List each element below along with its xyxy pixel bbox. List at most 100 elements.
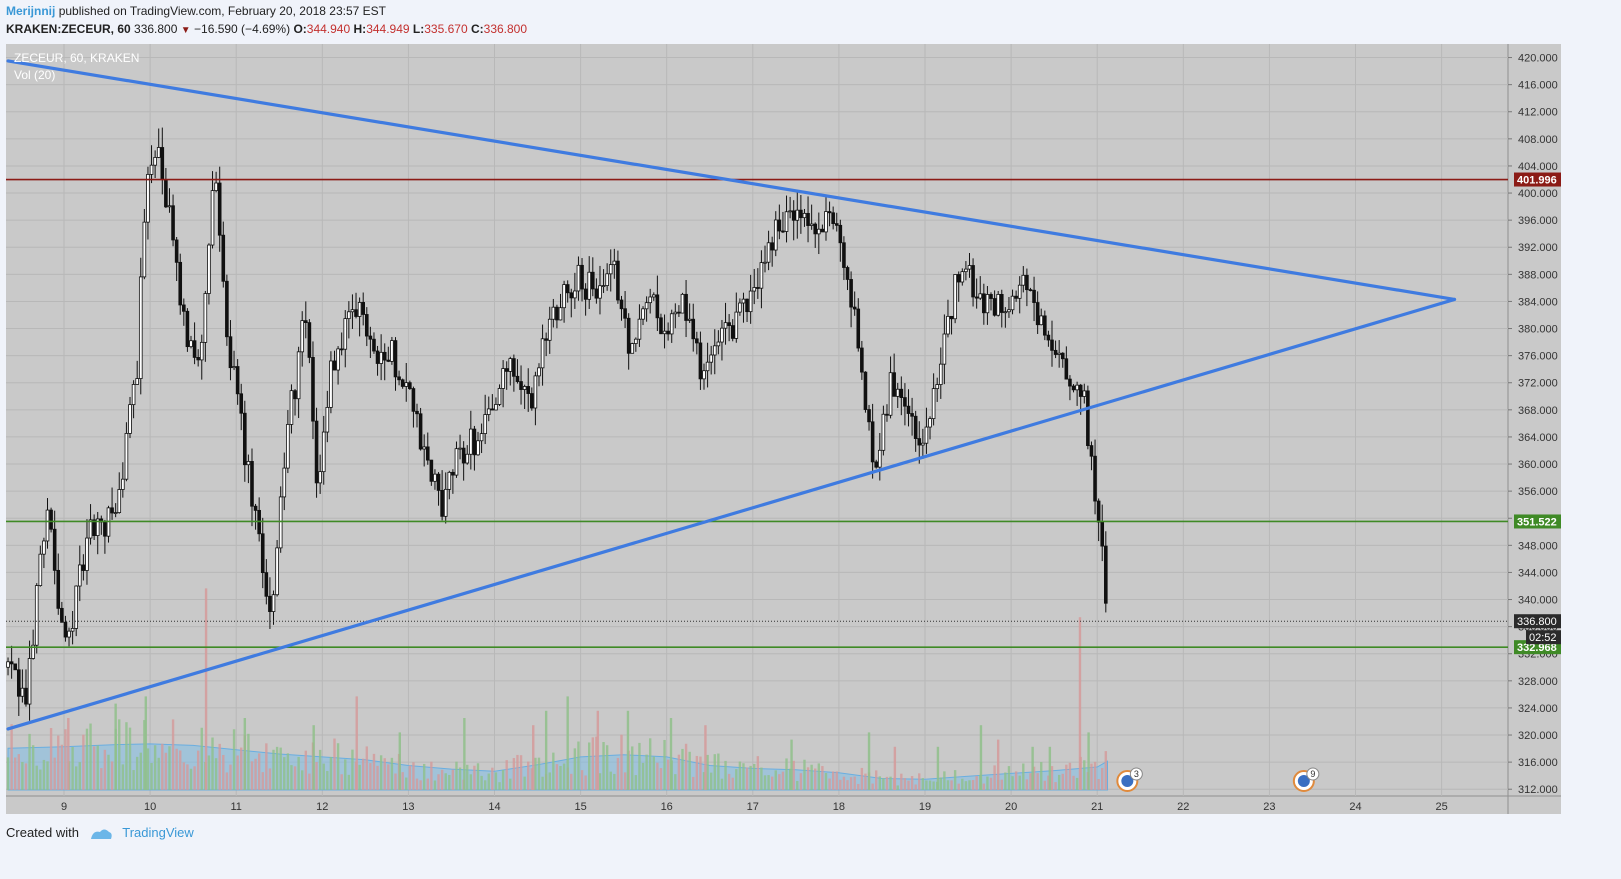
volume-bar <box>595 736 598 790</box>
volume-bar <box>247 733 250 790</box>
time-tick-label: 10 <box>144 801 156 813</box>
volume-bar <box>537 757 541 790</box>
candle-body <box>131 384 136 406</box>
candle-body <box>135 378 139 385</box>
volume-spike-bar <box>936 746 940 790</box>
candle-body <box>160 147 165 180</box>
time-tick-label: 22 <box>1177 801 1189 813</box>
price-tick-label: 320.000 <box>1518 730 1558 742</box>
volume-bar <box>727 773 731 790</box>
volume-bar <box>308 773 311 790</box>
volume-bar <box>857 783 860 790</box>
candle-body <box>590 271 595 290</box>
volume-bar <box>344 759 347 790</box>
volume-spike-bar <box>398 732 401 790</box>
candle-body <box>156 147 161 158</box>
volume-bar <box>268 768 272 790</box>
volume-bar <box>168 746 171 790</box>
volume-bar <box>928 780 932 790</box>
candle-body <box>13 663 18 671</box>
volume-spike-bar <box>144 696 147 790</box>
time-tick-label: 19 <box>919 801 931 813</box>
candle-body <box>741 298 746 304</box>
candle-body <box>996 294 1000 316</box>
volume-bar <box>193 766 196 790</box>
volume-bar <box>200 727 203 790</box>
candle-body <box>669 313 674 335</box>
candle-body <box>357 302 362 317</box>
volume-bar <box>735 769 738 790</box>
volume-bar <box>943 771 946 790</box>
volume-bar <box>466 764 469 790</box>
volume-bar <box>229 764 232 790</box>
candle-body <box>85 537 89 571</box>
candle-body <box>953 274 957 320</box>
candle-body <box>67 630 71 638</box>
candle-body <box>400 379 405 387</box>
volume-bar <box>379 755 383 790</box>
volume-bar <box>584 775 587 790</box>
candle-body <box>253 505 258 511</box>
horizontal-levels[interactable] <box>6 178 1508 648</box>
volume-bar <box>656 762 659 790</box>
volume-bar <box>57 735 60 790</box>
volume-spike-bar <box>1087 732 1090 790</box>
volume-bar <box>713 754 716 790</box>
volume-bar <box>745 767 749 790</box>
candle-body <box>766 242 771 263</box>
price-tick-label: 420.000 <box>1518 53 1558 65</box>
candle-body <box>95 518 100 537</box>
volume-bar <box>677 754 681 790</box>
price-tick-label: 380.000 <box>1518 324 1558 336</box>
volume-bar <box>1022 763 1025 790</box>
tradingview-link[interactable]: TradingView <box>122 825 194 840</box>
candle-body <box>56 569 61 609</box>
volume-bar <box>652 756 655 790</box>
candle-body <box>712 345 717 356</box>
candle-body <box>677 311 681 314</box>
volume-bar <box>186 764 189 790</box>
candle-body <box>784 211 789 232</box>
candle-body <box>651 294 656 298</box>
candle-body <box>748 290 753 313</box>
candle-body <box>1060 352 1065 360</box>
candle-body <box>698 342 703 380</box>
time-tick-label: 13 <box>402 801 414 813</box>
candle-body <box>325 406 330 433</box>
volume-bar <box>548 772 551 790</box>
volume-bar <box>918 773 921 790</box>
volume-bar <box>100 768 103 790</box>
volume-bar <box>415 778 419 790</box>
price-level-marker <box>1514 172 1561 187</box>
candle-body <box>411 388 416 412</box>
volume-bar <box>107 754 110 790</box>
candle-body <box>598 285 602 299</box>
candle-body <box>562 284 566 309</box>
volume-bar <box>971 780 975 790</box>
candle-body <box>49 509 53 530</box>
volume-bar <box>290 765 293 790</box>
candle-body <box>637 318 642 340</box>
candle-body <box>289 390 294 425</box>
volume-bar <box>347 774 351 790</box>
price-tick-label: 388.000 <box>1518 269 1558 281</box>
volume-bar <box>358 764 361 790</box>
volume-bar <box>631 746 634 790</box>
volume-bar <box>82 734 85 790</box>
candle-body <box>666 330 670 335</box>
trendlines[interactable] <box>6 59 1457 731</box>
event-count-label: 3 <box>1134 769 1139 779</box>
candle-body <box>63 621 68 638</box>
volume-bar <box>171 719 175 790</box>
author-link[interactable]: Merijnnij <box>6 4 56 18</box>
volume-bar <box>720 778 724 790</box>
candle-body <box>626 317 631 354</box>
volume-bar <box>53 757 56 790</box>
volume-bar <box>910 776 914 790</box>
candle-body <box>465 453 470 464</box>
time-tick-label: 17 <box>747 801 759 813</box>
candle-body <box>74 585 78 629</box>
candle-body <box>910 413 914 417</box>
